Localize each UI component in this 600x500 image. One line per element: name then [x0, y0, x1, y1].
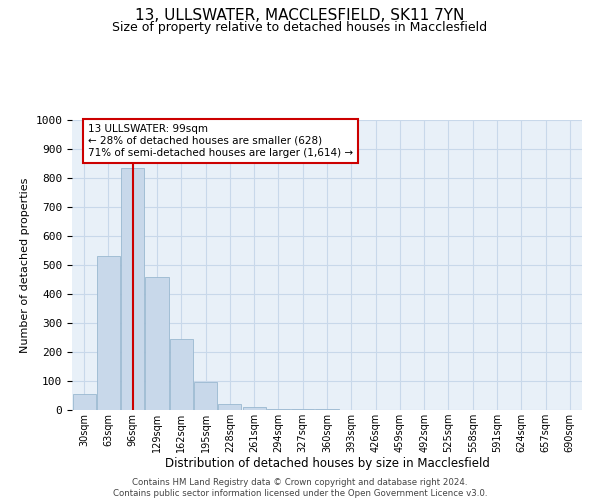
Bar — [170, 339, 193, 410]
Bar — [194, 382, 217, 410]
Y-axis label: Number of detached properties: Number of detached properties — [20, 178, 30, 352]
Bar — [73, 394, 95, 410]
Text: 13 ULLSWATER: 99sqm
← 28% of detached houses are smaller (628)
71% of semi-detac: 13 ULLSWATER: 99sqm ← 28% of detached ho… — [88, 124, 353, 158]
Text: Contains HM Land Registry data © Crown copyright and database right 2024.
Contai: Contains HM Land Registry data © Crown c… — [113, 478, 487, 498]
Text: 13, ULLSWATER, MACCLESFIELD, SK11 7YN: 13, ULLSWATER, MACCLESFIELD, SK11 7YN — [136, 8, 464, 22]
Bar — [291, 409, 314, 410]
Text: Size of property relative to detached houses in Macclesfield: Size of property relative to detached ho… — [112, 21, 488, 34]
Bar — [145, 276, 169, 410]
Text: Distribution of detached houses by size in Macclesfield: Distribution of detached houses by size … — [164, 458, 490, 470]
Bar — [267, 408, 290, 410]
Bar — [121, 168, 144, 410]
Bar — [242, 407, 266, 410]
Bar — [218, 404, 241, 410]
Bar — [97, 256, 120, 410]
